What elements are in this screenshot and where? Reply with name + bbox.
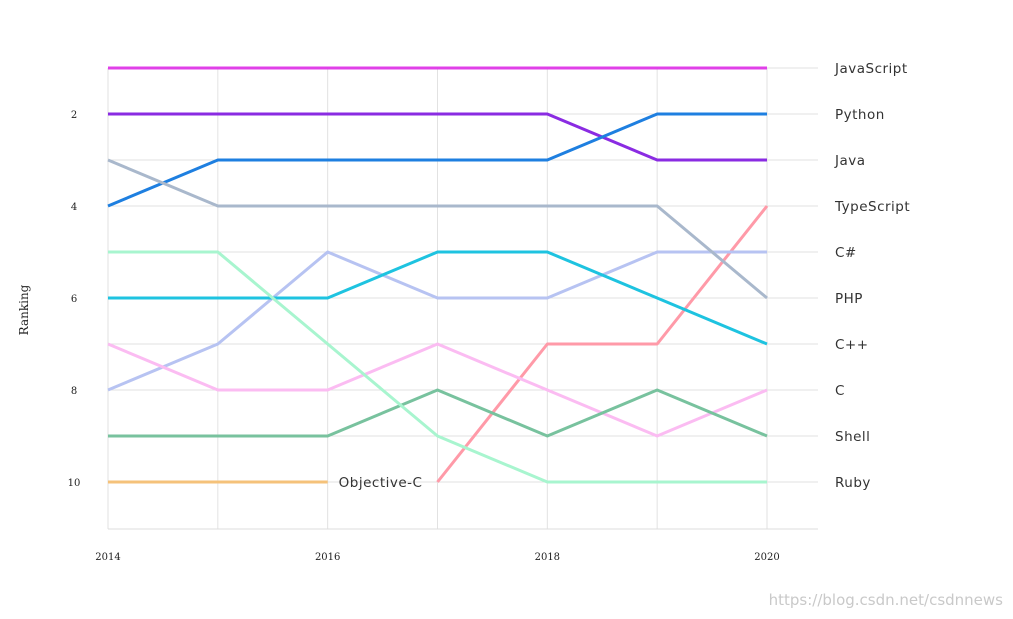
y-axis-title: Ranking xyxy=(17,284,31,335)
series-line xyxy=(107,158,768,300)
x-tick-label: 2018 xyxy=(535,552,560,563)
y-tick-label: 2 xyxy=(71,110,77,121)
x-tick-label: 2014 xyxy=(95,552,120,563)
series-shell xyxy=(108,388,768,438)
series-line xyxy=(107,250,767,392)
x-tick-label: 2020 xyxy=(754,552,779,563)
series-lines xyxy=(107,66,769,484)
end-label: Java xyxy=(834,153,866,169)
series-line xyxy=(108,250,767,484)
end-label: Shell xyxy=(835,429,870,445)
series-java xyxy=(107,112,767,208)
series-line xyxy=(108,250,768,346)
x-tick-label: 2016 xyxy=(315,552,340,563)
end-label: C# xyxy=(835,245,857,261)
y-tick-label: 8 xyxy=(71,386,77,397)
y-tick-label: 10 xyxy=(68,478,81,489)
series-line xyxy=(107,112,767,208)
y-tick-label: 4 xyxy=(71,202,77,213)
series-line xyxy=(108,112,767,162)
series-c- xyxy=(107,250,767,392)
end-label: TypeScript xyxy=(834,199,910,215)
series-c xyxy=(107,342,768,438)
y-tick-label: 6 xyxy=(71,294,77,305)
end-label: JavaScript xyxy=(834,61,908,77)
series-line xyxy=(108,388,768,438)
inline-series-label: Objective-C xyxy=(339,475,423,491)
end-label: Python xyxy=(835,107,885,123)
labels: 2014 2016 2018 2020 2 4 6 8 10 JavaScript Python Ja… xyxy=(68,61,910,563)
end-label: Ruby xyxy=(835,475,871,491)
end-label: PHP xyxy=(835,291,863,307)
series-ruby xyxy=(108,250,767,484)
end-label: C xyxy=(835,383,845,399)
end-label: C++ xyxy=(835,337,869,353)
series-line xyxy=(107,342,768,438)
watermark: https://blog.csdn.net/csdnnews xyxy=(768,591,1003,609)
series-python xyxy=(108,112,767,162)
series-php xyxy=(107,158,768,300)
series-c- xyxy=(108,250,768,346)
